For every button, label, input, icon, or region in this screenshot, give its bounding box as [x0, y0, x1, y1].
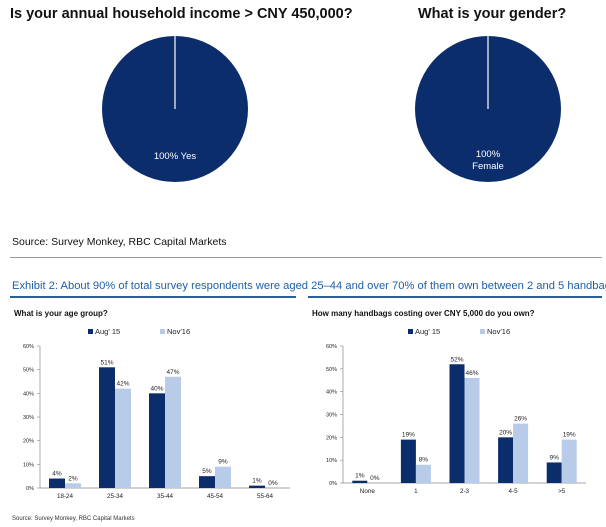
- y-tick-label: 20%: [23, 439, 34, 445]
- legend-swatch: [160, 329, 165, 334]
- legend-swatch: [408, 329, 413, 334]
- data-label: 42%: [116, 381, 129, 388]
- exhibit-title: Exhibit 2: About 90% of total survey res…: [12, 280, 606, 292]
- data-label: 46%: [465, 370, 478, 377]
- y-tick-label: 10%: [326, 458, 337, 464]
- y-tick-label: 30%: [23, 415, 34, 421]
- pie-label-line-2: Female: [472, 161, 504, 172]
- bar: [561, 439, 577, 483]
- data-label: 9%: [218, 459, 228, 466]
- data-label: 40%: [150, 385, 163, 392]
- y-tick-label: 50%: [326, 367, 337, 373]
- legend-swatch: [88, 329, 93, 334]
- bar: [65, 483, 81, 488]
- x-tick-label: 45-54: [207, 493, 224, 500]
- pie-chart-1: 100% Yes: [102, 36, 248, 182]
- y-tick-label: 40%: [23, 391, 34, 397]
- legend-label: Nov'16: [167, 327, 190, 336]
- y-tick-label: 60%: [326, 344, 337, 350]
- y-tick-label: 0%: [26, 486, 34, 492]
- legend-swatch: [480, 329, 485, 334]
- age-group-question: What is your age group?: [14, 309, 108, 318]
- data-label: 20%: [499, 429, 512, 436]
- bar: [513, 423, 529, 483]
- y-tick-label: 50%: [23, 368, 34, 374]
- x-tick-label: 4-5: [509, 488, 519, 495]
- data-label: 4%: [52, 471, 62, 478]
- data-label: 1%: [355, 473, 365, 480]
- y-tick-label: 40%: [326, 390, 337, 396]
- divider-line: [10, 257, 602, 258]
- x-tick-label: 25-34: [107, 493, 124, 500]
- legend-label: Nov'16: [487, 327, 510, 336]
- pie-chart-1-title: Is your annual household income > CNY 45…: [10, 6, 353, 22]
- handbags-question: How many handbags costing over CNY 5,000…: [312, 309, 535, 318]
- pie-chart-2: 100% Female: [415, 36, 561, 182]
- data-label: 5%: [202, 468, 212, 475]
- age-group-bar-chart: 0% 10% 20% 30% 40% 50% 60% 4% 2% 18-24 51% 42% 25-34…: [23, 327, 290, 500]
- data-label: 0%: [370, 475, 380, 482]
- pie-chart-2-title: What is your gender?: [418, 6, 567, 22]
- bar: [49, 478, 65, 488]
- bar: [415, 464, 431, 483]
- y-tick-label: 20%: [326, 435, 337, 441]
- source-note-bottom: Source: Survey Monkey, RBC Capital Marke…: [12, 516, 135, 522]
- pie-label-line-1: 100%: [476, 149, 501, 160]
- data-label: 52%: [450, 356, 463, 363]
- data-label: 47%: [166, 369, 179, 376]
- bar: [464, 377, 480, 483]
- x-tick-label: 2-3: [460, 488, 470, 495]
- data-label: 8%: [419, 457, 429, 464]
- x-tick-label: 35-44: [157, 493, 174, 500]
- y-tick-label: 10%: [23, 462, 34, 468]
- y-tick-label: 60%: [23, 344, 34, 350]
- bar: [99, 367, 115, 488]
- legend-label: Aug' 15: [415, 327, 440, 336]
- source-note-top: Source: Survey Monkey, RBC Capital Marke…: [12, 236, 227, 248]
- data-label: 51%: [100, 359, 113, 366]
- exhibit-divider-right: [308, 296, 602, 298]
- x-tick-label: 1: [414, 488, 418, 495]
- bar: [115, 388, 131, 488]
- bar: [149, 393, 165, 488]
- handbags-bar-chart: 0% 10% 20% 30% 40% 50% 60% 1% 0% None 19% 8% 1 52%46%…: [326, 327, 586, 495]
- y-tick-label: 30%: [326, 413, 337, 419]
- bar: [199, 476, 215, 488]
- data-label: 1%: [252, 478, 262, 485]
- legend-label: Aug' 15: [95, 327, 120, 336]
- y-tick-label: 0%: [329, 481, 337, 487]
- bar: [400, 439, 416, 483]
- exhibit-divider-left: [10, 296, 296, 298]
- pie-label-line-1: 100% Yes: [154, 151, 197, 162]
- bar: [352, 480, 368, 483]
- x-tick-label: None: [360, 488, 376, 495]
- bar: [498, 437, 514, 483]
- bar: [165, 376, 181, 488]
- data-label: 0%: [268, 480, 278, 487]
- bar: [449, 364, 465, 483]
- data-label: 26%: [514, 416, 527, 423]
- data-label: 19%: [402, 432, 415, 439]
- bar: [249, 485, 265, 488]
- data-label: 19%: [563, 432, 576, 439]
- bar: [546, 462, 562, 483]
- x-tick-label: 55-64: [257, 493, 274, 500]
- x-tick-label: >5: [558, 488, 566, 495]
- bar: [215, 466, 231, 488]
- x-tick-label: 18-24: [57, 493, 74, 500]
- data-label: 9%: [549, 454, 559, 461]
- data-label: 2%: [68, 475, 78, 482]
